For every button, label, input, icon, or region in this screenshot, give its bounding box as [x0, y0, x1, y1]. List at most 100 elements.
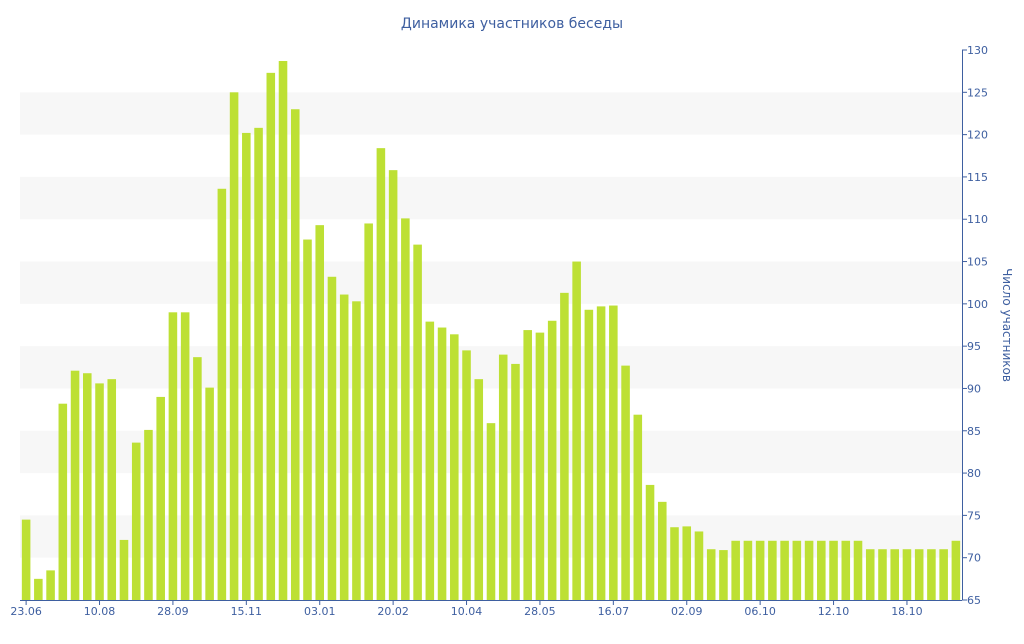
bar — [254, 127, 263, 600]
bar — [242, 132, 251, 601]
bar — [58, 403, 68, 600]
bar — [902, 549, 912, 600]
bar — [46, 570, 55, 600]
bar — [498, 354, 508, 600]
bar — [278, 61, 288, 600]
bar — [804, 540, 814, 600]
x-axis-ticks: 23.06 10.08 28.09 15.11 03.01 20.02 10.04 28.05… — [10, 600, 923, 618]
x-tick-label: 12.10 — [818, 605, 850, 618]
y-tick-label: 75 — [967, 509, 981, 522]
bar — [388, 170, 398, 600]
bar — [474, 379, 484, 600]
bar — [645, 484, 655, 600]
bar — [168, 312, 178, 600]
y-tick-label: 130 — [967, 44, 988, 57]
x-tick-label: 20.02 — [377, 605, 409, 618]
bar — [682, 526, 692, 600]
x-tick-label: 18.10 — [891, 605, 923, 618]
x-tick-label: 10.04 — [451, 605, 483, 618]
bar — [817, 540, 826, 600]
x-tick-label: 16.07 — [598, 605, 630, 618]
x-tick-label: 28.05 — [524, 605, 556, 618]
grid-band — [20, 92, 962, 135]
bar — [890, 549, 899, 600]
bar — [596, 306, 606, 600]
y-axis-ticks: 65 70 75 80 85 90 95 100 105 110 115 120 125 130 — [962, 44, 988, 607]
bar — [462, 350, 471, 600]
y-tick-label: 110 — [967, 213, 988, 226]
bar — [156, 396, 165, 600]
bar — [584, 309, 594, 600]
bar — [401, 218, 410, 600]
bar — [743, 540, 753, 600]
bar — [927, 549, 936, 600]
bar — [951, 540, 961, 600]
bar — [364, 223, 373, 600]
bar — [95, 383, 104, 600]
bar — [425, 321, 435, 600]
x-tick-label: 28.09 — [157, 605, 189, 618]
x-tick-label: 23.06 — [10, 605, 42, 618]
bar — [229, 92, 239, 600]
bar — [535, 332, 545, 600]
x-tick-label: 02.09 — [671, 605, 703, 618]
bar — [657, 501, 667, 600]
bar — [266, 72, 276, 601]
y-tick-label: 125 — [967, 86, 988, 99]
y-tick-label: 105 — [967, 256, 988, 269]
bar — [83, 373, 92, 600]
bar — [719, 550, 728, 600]
x-tick-label: 03.01 — [304, 605, 336, 618]
bar — [621, 365, 630, 600]
bar — [290, 109, 300, 600]
y-tick-label: 95 — [967, 340, 981, 353]
bar — [180, 312, 190, 600]
grid-band — [20, 261, 962, 304]
bar — [339, 294, 349, 600]
bar — [303, 239, 312, 601]
bar — [217, 188, 227, 600]
bar — [437, 327, 447, 600]
y-tick-label: 80 — [967, 467, 981, 480]
bar — [193, 357, 202, 600]
bar — [853, 540, 863, 600]
bar — [768, 540, 777, 600]
bar — [376, 148, 386, 600]
y-axis-label: Число участников — [1000, 268, 1014, 382]
x-tick-label: 15.11 — [231, 605, 263, 618]
bar — [609, 305, 618, 600]
bars-group — [21, 61, 961, 601]
bar — [327, 276, 337, 600]
chart-title: Динамика участников беседы — [401, 16, 623, 32]
bar — [315, 225, 325, 600]
bar — [144, 429, 153, 600]
bar — [865, 549, 875, 600]
bar — [34, 578, 43, 600]
grid-band — [20, 346, 962, 389]
y-tick-label: 85 — [967, 425, 981, 438]
bar — [706, 549, 716, 600]
bar — [670, 527, 679, 600]
y-tick-label: 90 — [967, 382, 981, 395]
x-tick-label: 06.10 — [744, 605, 776, 618]
bar — [205, 387, 214, 600]
axes-group — [20, 50, 963, 601]
bar — [792, 540, 802, 600]
bar — [413, 244, 422, 600]
bar — [107, 379, 117, 600]
bar — [780, 540, 789, 600]
grid-band — [20, 176, 962, 220]
bar — [21, 519, 31, 600]
bar — [694, 531, 704, 600]
bar — [939, 549, 948, 600]
bar — [352, 301, 361, 600]
bar — [486, 423, 496, 600]
bar — [829, 540, 838, 600]
bar — [560, 292, 569, 600]
y-tick-label: 70 — [967, 552, 981, 565]
bar — [450, 334, 459, 600]
bar — [70, 370, 80, 600]
bar — [841, 540, 851, 600]
bar — [731, 540, 740, 600]
